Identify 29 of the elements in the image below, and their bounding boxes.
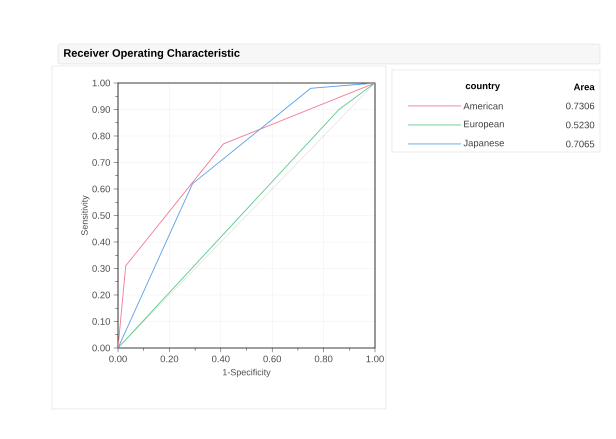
y-tick-label: 0.30 [92,265,110,272]
text: American [463,102,503,110]
x-tick-label: 0.40 [212,356,230,362]
y-tick-label: 0.70 [92,159,110,166]
y-tick-label: 0.10 [92,318,110,325]
y-tick-label: 0.00 [92,344,110,352]
y-tick-label: 0.60 [92,186,110,192]
text: Japanese [464,140,504,148]
text: 0.5230 [566,122,594,128]
x-tick-label: 0.00 [109,356,127,362]
y-tick-label: 1.00 [92,80,110,86]
x-tick-label: 0.80 [314,356,332,362]
text: 0.7306 [566,102,594,110]
y-tick-label: 0.40 [92,238,110,246]
y-tick-label: 0.80 [92,132,110,140]
y-axis-title: Sensitivity [81,195,90,236]
y-tick-label: 0.20 [92,292,110,298]
y-tick-label: 0.50 [92,212,110,219]
legend-title: country [466,82,500,92]
text: 0.7065 [566,140,594,148]
text: Area [574,84,595,90]
y-tick-label: 0.90 [92,106,110,113]
chart-title: Receiver Operating Characteristic [64,48,240,60]
x-axis-title: 1-Specificity [223,368,271,378]
text: European [464,120,504,130]
x-tick-label: 1.00 [366,356,384,362]
x-tick-label: 0.20 [160,356,178,362]
x-tick-label: 0.60 [263,356,282,362]
line-series [118,82,376,348]
